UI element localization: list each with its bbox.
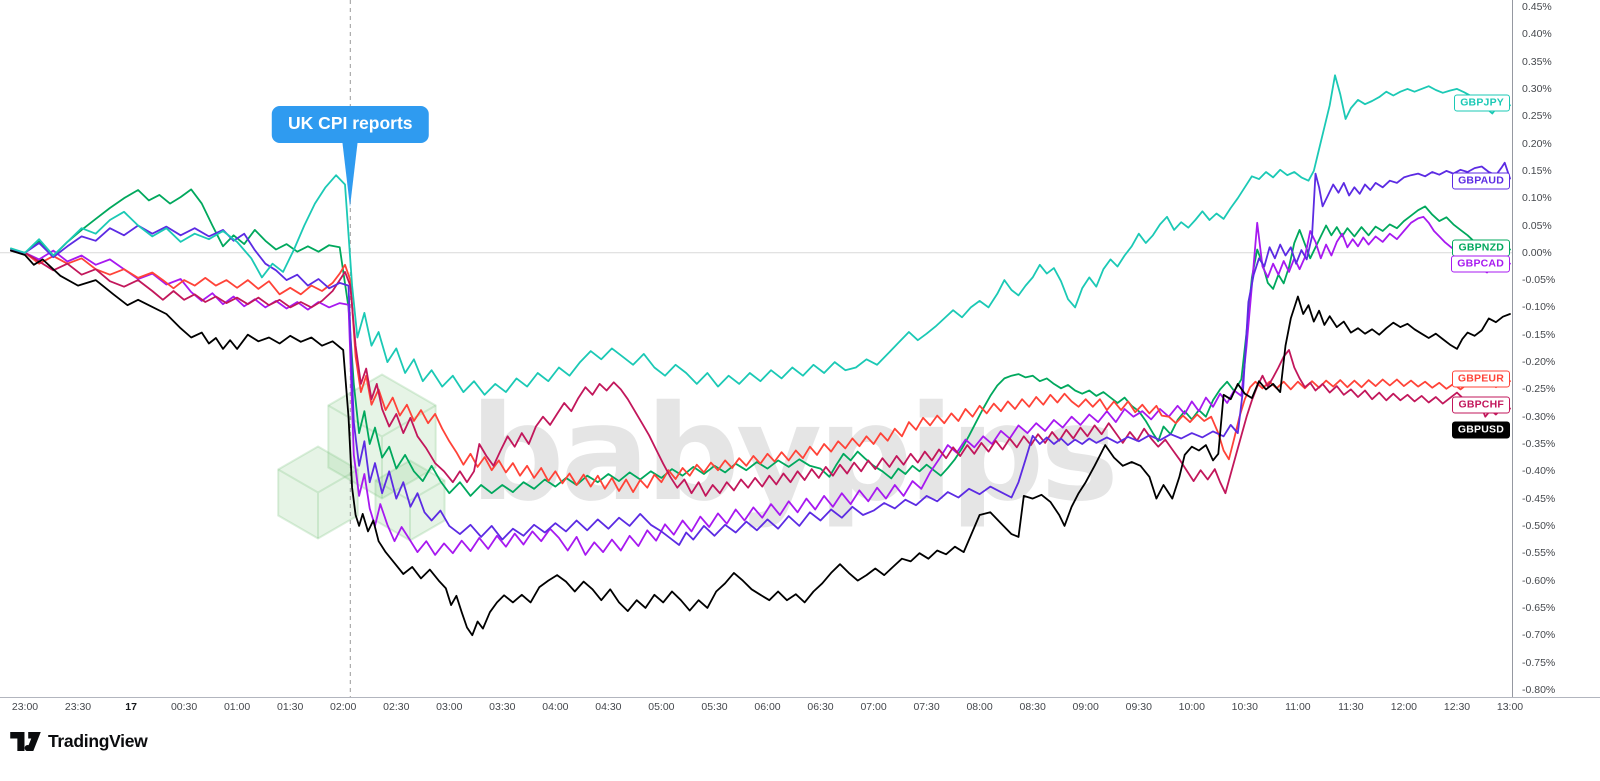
price-label-GBPCHF: GBPCHF xyxy=(1452,396,1510,414)
tradingview-logo-icon xyxy=(10,732,41,751)
series-line-GBPJPY[interactable] xyxy=(9,74,1511,396)
y-axis-tick: 0.10% xyxy=(1522,192,1552,205)
y-axis-tick: -0.05% xyxy=(1522,274,1556,287)
x-axis-tick: 13:00 xyxy=(1496,701,1524,713)
x-axis-tick: 02:00 xyxy=(330,701,357,713)
series-line-GBPAUD[interactable] xyxy=(9,161,1511,546)
x-axis-tick: 01:00 xyxy=(223,701,251,713)
y-axis-tick: 0.15% xyxy=(1522,164,1552,177)
brand-name: TradingView xyxy=(48,731,148,751)
x-axis-tick: 23:30 xyxy=(64,701,92,713)
plot-area[interactable]: babypips UK CPI reports GBPJPY GBPAUD GBPN… xyxy=(0,0,1512,697)
y-axis-tick: -0.35% xyxy=(1522,438,1556,450)
x-axis-tick: 12:30 xyxy=(1443,701,1471,713)
y-axis-tick: 0.00% xyxy=(1522,246,1552,259)
y-axis-tick: -0.25% xyxy=(1522,383,1556,396)
price-label-GBPUSD: GBPUSD xyxy=(1451,421,1510,439)
price-label-GBPNZD: GBPNZD xyxy=(1452,239,1510,257)
series-line-GBPCAD[interactable] xyxy=(9,215,1511,556)
x-axis-tick: 10:30 xyxy=(1231,701,1258,713)
x-axis-tick: 01:30 xyxy=(277,701,304,713)
y-axis-tick: -0.80% xyxy=(1522,683,1556,696)
y-axis-tick: -0.30% xyxy=(1522,410,1556,423)
y-axis-tick: 0.40% xyxy=(1522,28,1552,41)
price-label-GBPJPY: GBPJPY xyxy=(1454,94,1510,112)
y-axis-tick: -0.40% xyxy=(1522,465,1556,478)
price-axis[interactable]: 0.45% 0.40% 0.35% 0.30% 0.25% 0.20% 0.15% 0.10%… xyxy=(1512,0,1600,715)
series-line-GBPNZD[interactable] xyxy=(9,188,1511,497)
y-axis-tick: -0.15% xyxy=(1522,328,1556,341)
y-axis-tick: -0.10% xyxy=(1522,301,1556,314)
x-axis-tick: 07:00 xyxy=(860,701,887,713)
x-axis-tick: 02:30 xyxy=(383,701,410,713)
x-axis-tick: 05:00 xyxy=(648,701,675,713)
event-callout-label: UK CPI reports xyxy=(288,113,413,133)
y-axis-tick: 0.35% xyxy=(1522,55,1552,68)
x-axis-tick: 23:00 xyxy=(11,701,39,713)
series-line-GBPEUR[interactable] xyxy=(9,249,1511,494)
price-label-GBPAUD: GBPAUD xyxy=(1452,172,1510,190)
y-axis-tick: 0.25% xyxy=(1522,110,1552,123)
y-axis-tick: 0.30% xyxy=(1522,82,1552,95)
y-axis-tick: -0.45% xyxy=(1522,492,1556,505)
x-axis-tick: 07:30 xyxy=(913,701,940,713)
y-axis-tick: 0.05% xyxy=(1522,219,1552,232)
x-axis-tick: 09:30 xyxy=(1125,701,1152,713)
tradingview-attribution[interactable]: TradingView xyxy=(10,731,148,752)
y-axis-tick: -0.70% xyxy=(1522,629,1556,642)
y-axis-tick: -0.50% xyxy=(1522,519,1556,532)
y-axis-tick: 0.20% xyxy=(1522,137,1552,150)
event-callout[interactable]: UK CPI reports xyxy=(272,106,429,143)
event-callout-tail-icon xyxy=(342,139,359,207)
series-svg xyxy=(0,0,1512,697)
x-axis-tick: 11:30 xyxy=(1338,701,1364,713)
x-axis-tick: 03:00 xyxy=(436,701,463,713)
x-axis-tick: 00:30 xyxy=(170,701,198,713)
x-axis-tick: 03:30 xyxy=(489,701,516,713)
price-label-GBPEUR: GBPEUR xyxy=(1451,370,1510,388)
x-axis-tick: 04:30 xyxy=(595,701,622,713)
y-axis-tick: -0.75% xyxy=(1522,656,1556,669)
x-axis-tick: 08:00 xyxy=(966,701,993,713)
price-label-GBPCAD: GBPCAD xyxy=(1451,255,1510,273)
series-line-GBPCHF[interactable] xyxy=(9,249,1511,497)
series-line-GBPUSD[interactable] xyxy=(9,249,1511,637)
x-axis-tick: 08:30 xyxy=(1019,701,1046,713)
x-axis-tick: 10:00 xyxy=(1178,701,1205,713)
time-axis[interactable]: 23:00 23:30 17 00:30 01:00 01:30 02:00 02:30 03:… xyxy=(0,697,1600,715)
x-axis-tick: 12:00 xyxy=(1390,701,1418,713)
x-axis-tick: 06:30 xyxy=(807,701,834,713)
y-axis-tick: -0.55% xyxy=(1522,547,1556,560)
y-axis-tick: -0.20% xyxy=(1522,356,1556,369)
y-axis-tick: -0.60% xyxy=(1522,574,1556,587)
footer: TradingView xyxy=(0,715,1600,781)
x-axis-tick: 06:00 xyxy=(754,701,781,713)
x-axis-tick: 04:00 xyxy=(542,701,569,713)
x-axis-tick: 11:00 xyxy=(1285,701,1311,713)
x-axis-tick: 05:30 xyxy=(701,701,728,713)
y-axis-tick: -0.65% xyxy=(1522,601,1556,614)
x-axis-day-tick: 17 xyxy=(125,701,137,713)
x-axis-tick: 09:00 xyxy=(1072,701,1099,713)
y-axis-tick: 0.45% xyxy=(1522,1,1552,13)
